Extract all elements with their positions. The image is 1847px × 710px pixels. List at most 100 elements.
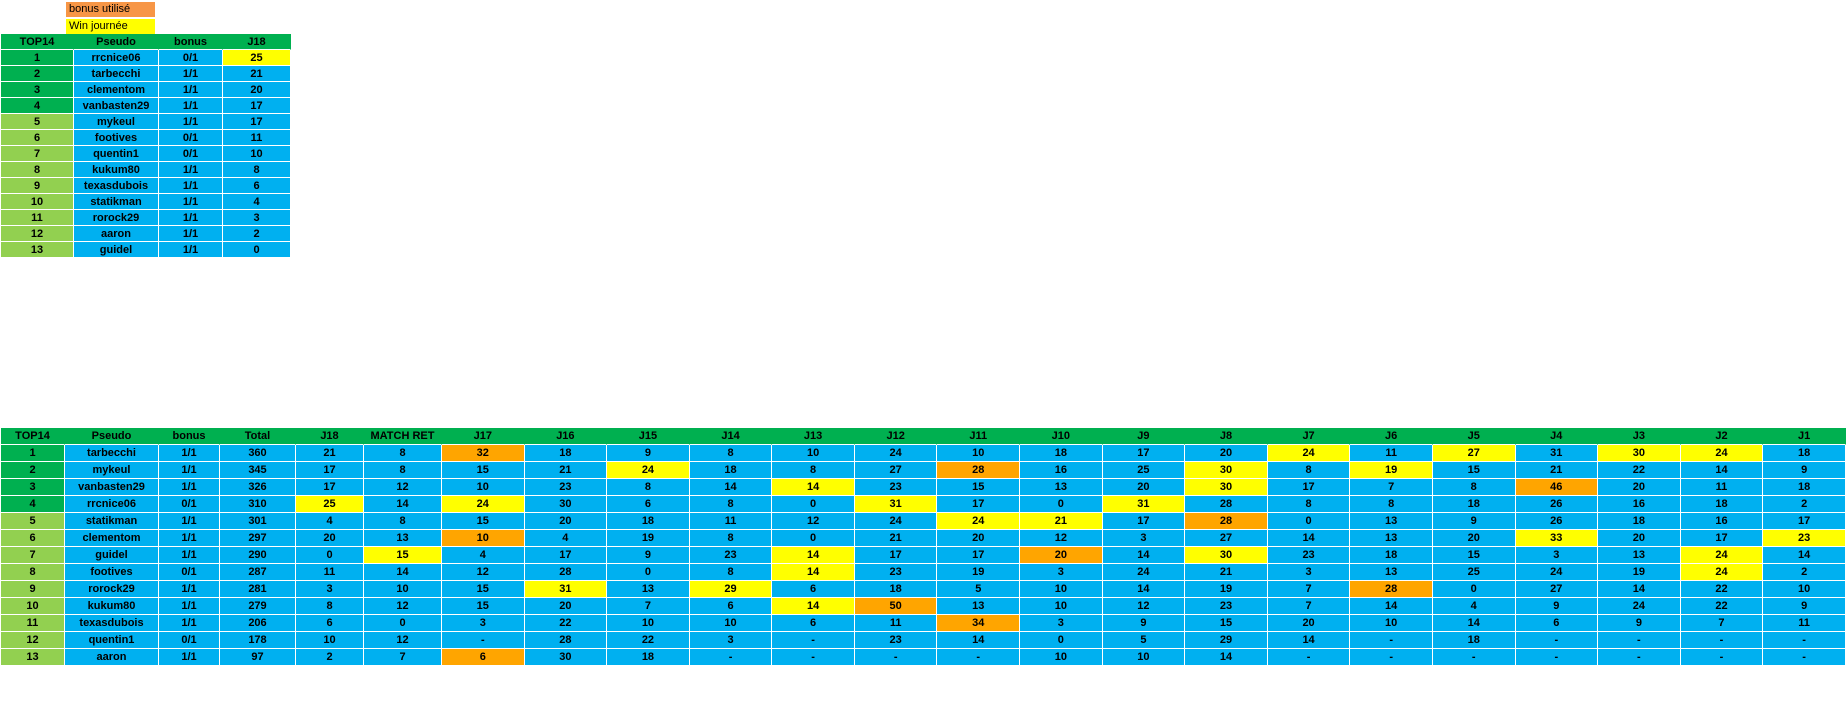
- legend-bonus-used: bonus utilisé: [66, 2, 155, 17]
- day-score-cell: 23: [854, 564, 938, 581]
- day-score-cell: 14: [364, 496, 442, 513]
- total-cell: 310: [220, 496, 296, 513]
- table-row: 2 mykeul 1/1 345 17 8 15 21 24 18 8 27 28 16 25 30 8 19 15…: [1, 462, 1846, 479]
- rank-cell: 9: [1, 178, 74, 194]
- day-score-cell: -: [1680, 649, 1764, 666]
- day-score-cell: 8: [364, 462, 442, 479]
- day-score-cell: 6: [772, 581, 855, 598]
- pseudo-cell: vanbasten29: [65, 479, 159, 496]
- day-score-cell: 4: [223, 194, 291, 210]
- day-score-cell: 14: [1763, 547, 1846, 564]
- column-header: J15: [607, 428, 690, 445]
- table-row: 7 guidel 1/1 290 0 15 4 17 9 23 14 17 17 20 14 30 23 18 15…: [1, 547, 1846, 564]
- table-row: 13 guidel 1/1 0: [1, 242, 291, 258]
- bonus-cell: 1/1: [159, 114, 223, 130]
- day-score-cell: 22: [1680, 581, 1764, 598]
- day-score-cell: 2: [296, 649, 364, 666]
- day-score-cell: 27: [1185, 530, 1268, 547]
- day-score-cell: 16: [1598, 496, 1681, 513]
- day-score-cell: 3: [1020, 615, 1103, 632]
- pseudo-cell: kukum80: [65, 598, 159, 615]
- pseudo-cell: texasdubois: [65, 615, 159, 632]
- table-row: 5 mykeul 1/1 17: [1, 114, 291, 130]
- column-header: J10: [1020, 428, 1103, 445]
- day-score-cell: 17: [524, 547, 608, 564]
- day-score-cell: 28: [1185, 496, 1268, 513]
- day-score-cell: 21: [1185, 564, 1268, 581]
- day-score-cell: 3: [689, 632, 773, 649]
- day-score-cell: 13: [1598, 547, 1681, 564]
- table-row: 12 aaron 1/1 2: [1, 226, 291, 242]
- day-score-cell: 11: [223, 130, 291, 146]
- legend: bonus utilisé Win journée: [66, 2, 155, 36]
- pseudo-cell: aaron: [65, 649, 159, 666]
- day-score-cell: 0: [1020, 496, 1103, 513]
- rank-cell: 2: [1, 66, 74, 82]
- rank-cell: 2: [1, 462, 65, 479]
- day-score-cell: 9: [1598, 615, 1681, 632]
- day-score-cell: 8: [689, 564, 773, 581]
- day-score-cell: 8: [364, 513, 442, 530]
- column-header: bonus: [159, 34, 223, 50]
- table-row: 4 rrcnice06 0/1 310 25 14 24 30 6 8 0 31 17 0 31 28 8 8 18…: [1, 496, 1846, 513]
- day-score-cell: 28: [937, 462, 1021, 479]
- day-score-cell: 7: [607, 598, 690, 615]
- bonus-cell: 1/1: [159, 226, 223, 242]
- top-standings-table: TOP14 Pseudo bonus J18 1 rrcnice06 0/1 25 2 tarb…: [1, 34, 291, 258]
- day-score-cell: 17: [296, 462, 364, 479]
- column-header: MATCH RET: [364, 428, 442, 445]
- column-header: J5: [1432, 428, 1516, 445]
- bonus-cell: 1/1: [159, 530, 220, 547]
- column-header: TOP14: [1, 428, 65, 445]
- rank-cell: 1: [1, 50, 74, 66]
- day-score-cell: 15: [442, 598, 525, 615]
- day-score-cell: 7: [1680, 615, 1764, 632]
- day-score-cell: 0: [296, 547, 364, 564]
- day-score-cell: 9: [1102, 615, 1186, 632]
- day-score-cell: 25: [1102, 462, 1186, 479]
- day-score-cell: 25: [1432, 564, 1516, 581]
- day-score-cell: 20: [524, 598, 608, 615]
- day-score-cell: 2: [223, 226, 291, 242]
- day-score-cell: 22: [524, 615, 608, 632]
- column-header: Total: [220, 428, 296, 445]
- day-score-cell: 14: [1102, 547, 1186, 564]
- rank-cell: 11: [1, 615, 65, 632]
- day-score-cell: 9: [607, 445, 690, 462]
- day-score-cell: 10: [937, 445, 1021, 462]
- column-header: J8: [1185, 428, 1268, 445]
- bonus-cell: 1/1: [159, 445, 220, 462]
- day-score-cell: 3: [1102, 530, 1186, 547]
- day-score-cell: 11: [1350, 445, 1433, 462]
- rank-cell: 7: [1, 146, 74, 162]
- day-score-cell: -: [854, 649, 938, 666]
- pseudo-cell: quentin1: [65, 632, 159, 649]
- day-score-cell: 10: [1020, 598, 1103, 615]
- day-score-cell: 26: [1515, 496, 1599, 513]
- bonus-cell: 1/1: [159, 513, 220, 530]
- column-header: J3: [1598, 428, 1681, 445]
- bonus-cell: 0/1: [159, 632, 220, 649]
- day-score-cell: 17: [1680, 530, 1764, 547]
- day-score-cell: 21: [223, 66, 291, 82]
- day-score-cell: 0: [364, 615, 442, 632]
- total-cell: 178: [220, 632, 296, 649]
- bonus-cell: 1/1: [159, 194, 223, 210]
- column-header: Pseudo: [74, 34, 159, 50]
- column-header: J11: [937, 428, 1021, 445]
- pseudo-cell: mykeul: [74, 114, 159, 130]
- day-score-cell: 23: [854, 479, 938, 496]
- day-score-cell: -: [1763, 632, 1846, 649]
- day-score-cell: 10: [296, 632, 364, 649]
- legend-bonus-used-label: bonus utilisé: [69, 3, 131, 15]
- total-cell: 279: [220, 598, 296, 615]
- column-header: J16: [524, 428, 608, 445]
- day-score-cell: 19: [1350, 462, 1433, 479]
- day-score-cell: 8: [689, 530, 773, 547]
- table-row: 11 rorock29 1/1 3: [1, 210, 291, 226]
- day-score-cell: 10: [1020, 649, 1103, 666]
- day-score-cell: 23: [1267, 547, 1351, 564]
- day-score-cell: 24: [1102, 564, 1186, 581]
- day-score-cell: 19: [937, 564, 1021, 581]
- day-score-cell: 20: [524, 513, 608, 530]
